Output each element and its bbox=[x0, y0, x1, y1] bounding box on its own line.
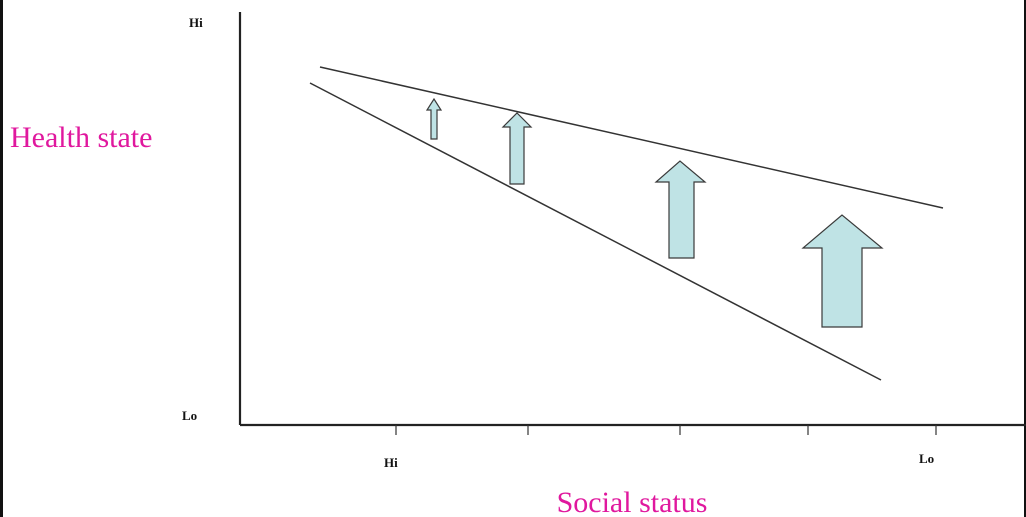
y-axis-title: Health state bbox=[10, 121, 152, 154]
x-axis-right-label: Lo bbox=[919, 451, 934, 466]
left-frame-border bbox=[0, 0, 3, 517]
upper-trend-line bbox=[319, 66, 944, 209]
y-axis-top-label: Hi bbox=[189, 15, 203, 30]
gap-arrow-3 bbox=[654, 160, 707, 259]
x-axis-left-label: Hi bbox=[384, 455, 398, 470]
gap-arrow-4 bbox=[801, 214, 884, 328]
gap-arrow-1 bbox=[425, 97, 443, 140]
y-axis-bottom-label: Lo bbox=[182, 408, 197, 423]
right-frame-border bbox=[1024, 0, 1026, 517]
gap-arrow-2 bbox=[501, 112, 533, 185]
x-axis-title: Social status bbox=[557, 486, 708, 517]
lower-trend-line bbox=[309, 82, 882, 381]
